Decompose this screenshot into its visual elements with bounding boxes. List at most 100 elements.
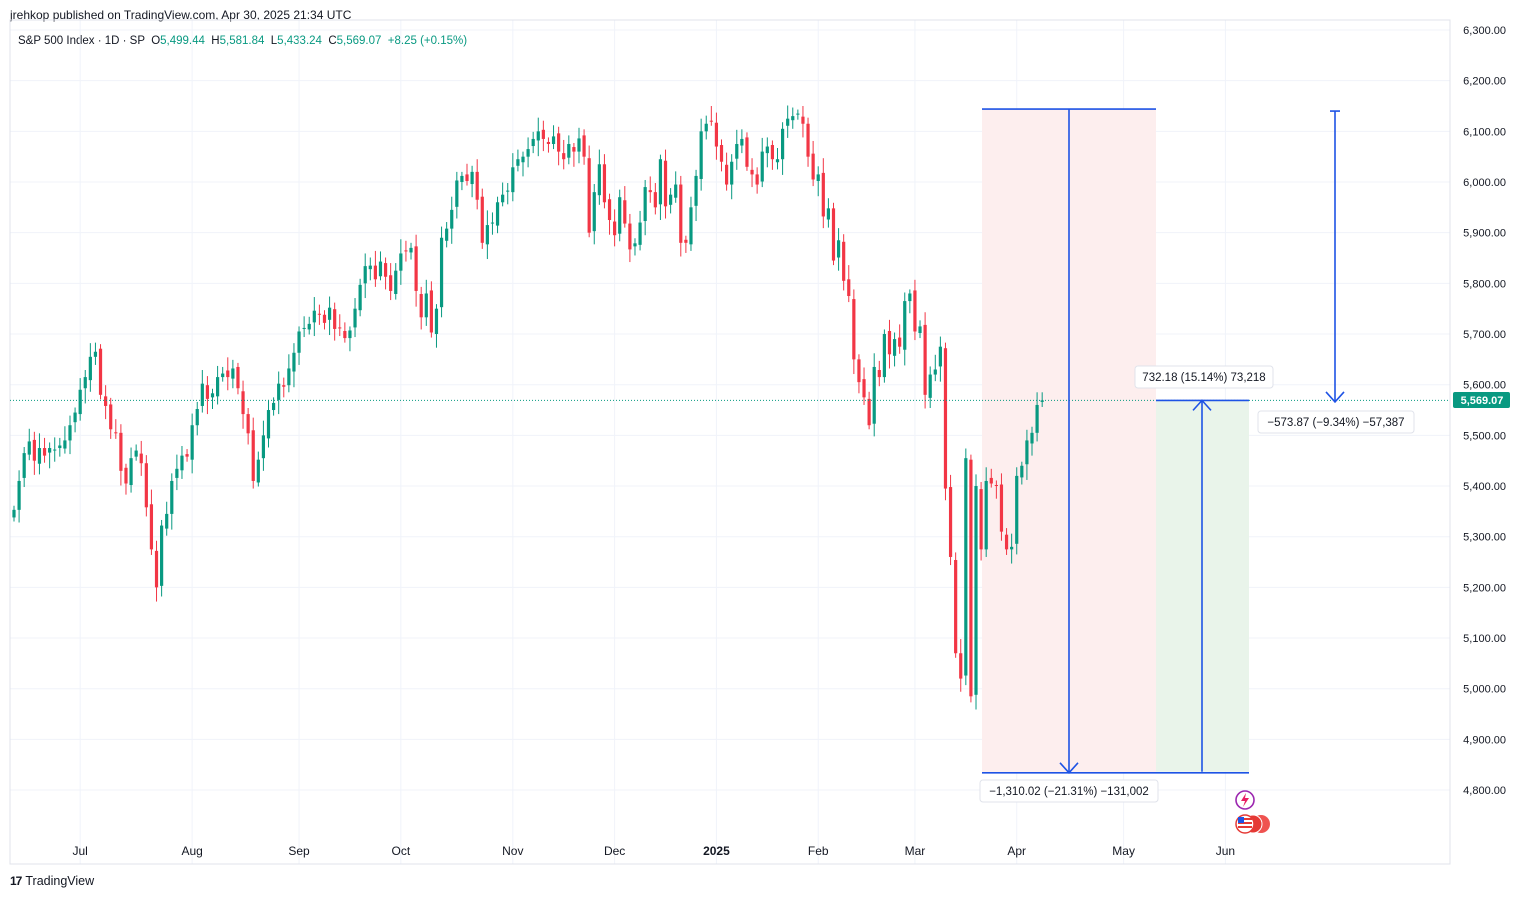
candle-body bbox=[735, 144, 739, 159]
candle-body bbox=[623, 200, 627, 224]
price-tick-label: 5,500.00 bbox=[1463, 430, 1506, 442]
publisher-site[interactable]: TradingView.com bbox=[123, 8, 216, 22]
last-price-badge-bg bbox=[1453, 392, 1510, 408]
event-icons[interactable] bbox=[1235, 790, 1270, 834]
candle-body bbox=[506, 190, 510, 192]
decline-label[interactable]: −1,310.02 (−21.31%) −131,002 bbox=[979, 779, 1159, 803]
candle bbox=[414, 234, 418, 307]
time-tick-label: Jul bbox=[72, 844, 87, 858]
candle-body bbox=[37, 448, 42, 464]
candle-body bbox=[246, 414, 250, 434]
publisher-mid: published on bbox=[52, 8, 121, 22]
candle bbox=[572, 142, 576, 167]
tradingview-logo-icon[interactable]: 17 bbox=[10, 874, 22, 888]
candle bbox=[938, 336, 942, 382]
candle-body bbox=[1025, 440, 1029, 465]
candle-body bbox=[409, 247, 413, 253]
time-tick-label: Nov bbox=[502, 844, 523, 858]
candle-body bbox=[282, 385, 286, 387]
candle bbox=[648, 176, 652, 203]
candle-body bbox=[297, 331, 301, 353]
candle-body bbox=[979, 489, 983, 550]
candle-body bbox=[704, 123, 708, 132]
candle-body bbox=[221, 373, 225, 378]
candle-body bbox=[185, 454, 189, 457]
time-tick-label: Dec bbox=[604, 844, 625, 858]
projection-arrow[interactable] bbox=[1325, 111, 1345, 404]
projection-label[interactable]: −573.87 (−9.34%) −57,387 bbox=[1257, 410, 1415, 434]
candle-body bbox=[882, 334, 886, 378]
publisher-timestamp: Apr 30, 2025 21:34 UTC bbox=[221, 8, 352, 22]
candle-body bbox=[903, 301, 907, 350]
drawings[interactable]: −1,310.02 (−21.31%) −131,002 732.18 (15.1… bbox=[979, 108, 1415, 803]
earnings-icon[interactable] bbox=[1235, 790, 1255, 810]
candle bbox=[964, 448, 968, 686]
price-tick-label: 5,400.00 bbox=[1463, 481, 1506, 493]
candle-body bbox=[994, 485, 998, 487]
candle-body bbox=[231, 368, 235, 379]
candle-body bbox=[445, 228, 449, 241]
tradingview-footer[interactable]: 17 TradingView bbox=[10, 874, 94, 888]
candle bbox=[633, 238, 637, 256]
rally-arrow[interactable] bbox=[1192, 399, 1212, 772]
candle bbox=[445, 222, 449, 248]
candle bbox=[842, 234, 846, 291]
candle-body bbox=[628, 223, 632, 250]
candle bbox=[516, 149, 520, 172]
candle-body bbox=[160, 525, 164, 586]
us-flag-icon[interactable] bbox=[1235, 814, 1270, 834]
price-tick-label: 5,200.00 bbox=[1463, 582, 1506, 594]
candle-body bbox=[877, 369, 881, 378]
candle-body bbox=[923, 324, 927, 395]
last-price-badge: 5,569.07 bbox=[1453, 392, 1510, 408]
candle bbox=[857, 354, 861, 394]
candle bbox=[892, 332, 897, 367]
candle-body bbox=[714, 122, 719, 147]
candle bbox=[755, 167, 759, 194]
publisher-user[interactable]: jrehkop bbox=[10, 8, 50, 22]
candle-body bbox=[22, 453, 26, 478]
candle-body bbox=[933, 369, 937, 375]
candle bbox=[12, 505, 16, 522]
candle-body bbox=[485, 225, 489, 245]
candle bbox=[226, 357, 230, 391]
price-tick-label: 5,300.00 bbox=[1463, 532, 1506, 544]
candle-body bbox=[170, 480, 174, 514]
candle-body bbox=[114, 432, 118, 434]
candle-body bbox=[1020, 465, 1024, 478]
time-axis[interactable]: Jul Aug Sep Oct Nov Dec 2025 Feb Mar Apr May Jun bbox=[72, 844, 1235, 858]
symbol-name[interactable]: S&P 500 Index · 1D · SP bbox=[18, 35, 145, 47]
candle bbox=[872, 353, 876, 437]
candle-body bbox=[277, 383, 281, 400]
candle-body bbox=[801, 116, 805, 124]
candle bbox=[541, 120, 545, 152]
candle-body bbox=[653, 192, 657, 208]
candle-body bbox=[811, 153, 815, 180]
candle-body bbox=[88, 356, 92, 381]
candle-body bbox=[562, 153, 566, 160]
tradingview-brand[interactable]: TradingView bbox=[25, 874, 95, 888]
candle bbox=[613, 209, 617, 247]
decline-arrow[interactable] bbox=[1059, 109, 1079, 775]
candle bbox=[302, 316, 306, 338]
price-axis[interactable]: 6,300.00 6,200.00 6,100.00 6,000.00 5,900.00… bbox=[1463, 25, 1506, 797]
candle bbox=[831, 202, 836, 266]
candle bbox=[241, 380, 245, 429]
candle bbox=[557, 126, 561, 166]
candle-body bbox=[638, 222, 642, 245]
candle bbox=[913, 279, 917, 341]
candle bbox=[154, 540, 159, 602]
candle-body bbox=[709, 120, 713, 122]
low-value: 5,433.24 bbox=[277, 35, 322, 47]
candle bbox=[277, 371, 281, 415]
price-tick-label: 5,100.00 bbox=[1463, 633, 1506, 645]
candle-body bbox=[78, 389, 82, 415]
candle-body bbox=[205, 385, 210, 399]
rally-label[interactable]: 732.18 (15.14%) 73,218 bbox=[1134, 365, 1274, 389]
candle bbox=[78, 378, 82, 421]
candle-body bbox=[740, 138, 744, 146]
candle-body bbox=[216, 377, 220, 397]
candle-body bbox=[139, 453, 143, 464]
candle bbox=[292, 343, 296, 388]
